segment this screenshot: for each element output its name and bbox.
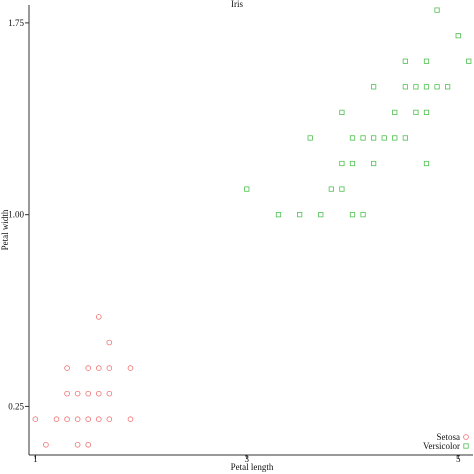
point <box>349 212 356 218</box>
point <box>328 186 334 192</box>
point <box>318 212 324 218</box>
x-tick-label: 1 <box>33 454 38 464</box>
point <box>95 365 102 371</box>
point <box>371 84 377 90</box>
y-tick-label: 0.25 <box>8 401 24 411</box>
legend-marker <box>463 443 469 449</box>
point <box>371 135 377 141</box>
point <box>74 441 81 448</box>
point <box>413 84 419 90</box>
point <box>95 416 102 423</box>
x-tick-label: 5 <box>456 454 461 464</box>
point <box>127 416 134 423</box>
point <box>95 390 102 397</box>
point <box>297 212 303 218</box>
point <box>85 390 91 397</box>
point <box>455 33 461 39</box>
point <box>371 160 377 167</box>
point <box>402 58 408 64</box>
chart-title: Iris <box>231 0 243 9</box>
point <box>74 416 81 423</box>
point <box>85 416 91 423</box>
point <box>466 58 472 64</box>
point <box>423 84 430 90</box>
point <box>381 135 387 141</box>
point <box>127 365 134 371</box>
point <box>64 390 70 397</box>
legend-label: Versicolor <box>423 441 460 451</box>
point <box>64 365 70 371</box>
point <box>64 416 70 423</box>
point <box>423 109 430 115</box>
point <box>423 160 430 167</box>
point <box>339 109 345 115</box>
point <box>402 135 408 141</box>
legend-label: Setosa <box>437 432 461 442</box>
y-tick-label: 1.75 <box>8 18 24 28</box>
point <box>339 160 345 167</box>
point <box>85 365 91 371</box>
point <box>413 109 419 115</box>
point <box>32 416 39 423</box>
point <box>434 7 440 13</box>
point <box>106 390 113 397</box>
point <box>402 84 408 90</box>
point <box>85 441 91 448</box>
point <box>106 365 113 371</box>
y-tick-label: 1.00 <box>8 210 24 220</box>
point <box>423 58 430 64</box>
point <box>360 135 366 141</box>
point <box>275 212 282 218</box>
point <box>434 84 440 90</box>
point <box>349 135 356 141</box>
y-axis-label: Petal width <box>0 209 10 250</box>
point <box>106 416 113 423</box>
point <box>244 186 250 192</box>
point <box>53 416 60 423</box>
point <box>392 109 398 115</box>
point <box>43 441 49 448</box>
point <box>339 186 345 192</box>
point <box>360 212 366 218</box>
point <box>349 160 356 167</box>
point <box>95 314 102 320</box>
point <box>106 339 113 346</box>
point <box>307 135 313 141</box>
point <box>392 135 398 141</box>
legend-marker <box>463 434 469 440</box>
point <box>74 390 81 397</box>
x-axis-label: Petal length <box>231 462 274 472</box>
point <box>445 84 451 90</box>
x-tick-label: 3 <box>245 454 250 464</box>
